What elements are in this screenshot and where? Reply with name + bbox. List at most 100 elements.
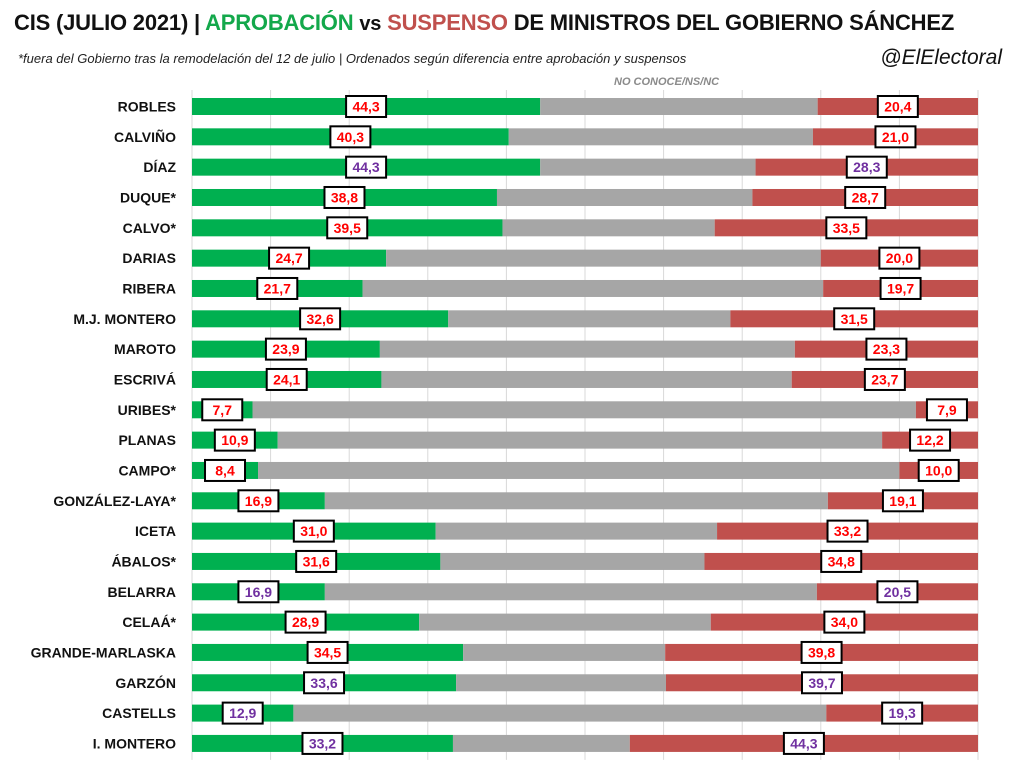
unknown-segment	[540, 158, 756, 176]
title-fail: SUSPENSO	[387, 10, 508, 35]
approval-value-label: 31,0	[300, 523, 327, 539]
approval-value-label-box	[284, 610, 327, 634]
fail-value-label-box	[909, 428, 952, 452]
fail-value-label: 33,2	[834, 523, 861, 539]
fail-value-label: 12,2	[916, 432, 943, 448]
author-handle: @ElElectoral	[880, 46, 1002, 69]
fail-value-label-box	[881, 701, 924, 725]
unknown-segment	[381, 370, 792, 388]
chart-subtitle: *fuera del Gobierno tras la remodelación…	[18, 51, 687, 66]
category-label-grande-marlaska: GRANDE-MARLASKA	[31, 644, 176, 660]
fail-value-label: 20,0	[886, 250, 913, 266]
category-labels: ROBLES CALVIÑO DÍAZ DUQUE* CALVO* DARIAS RIBER…	[31, 99, 177, 752]
approval-value-label-box	[326, 216, 369, 240]
unknown-segment	[258, 461, 900, 479]
approval-value-label-box	[345, 95, 388, 118]
fail-value-label-box	[826, 519, 869, 543]
category-label-garzon: GARZÓN	[115, 674, 176, 691]
fail-value-label-box	[925, 398, 968, 422]
approval-value-label: 44,3	[352, 99, 379, 115]
approval-value-label: 16,9	[245, 493, 272, 509]
unknown-segment	[324, 492, 828, 510]
unknown-segment	[502, 219, 715, 237]
unknown-segment	[508, 128, 813, 146]
approval-value-label: 28,9	[292, 614, 319, 630]
approval-value-label: 10,9	[221, 432, 248, 448]
fail-value-label-box	[876, 580, 919, 604]
approval-value-label-box	[221, 701, 264, 725]
approval-value-label-box	[237, 489, 280, 513]
unknown-segment	[324, 583, 817, 601]
unknown-segment	[293, 704, 827, 722]
fail-value-label-box	[800, 671, 843, 695]
category-label-planas: PLANAS	[118, 432, 176, 448]
fail-value-label-box	[782, 731, 825, 755]
approval-value-label: 38,8	[331, 189, 358, 205]
approval-value-label-box	[204, 458, 247, 482]
category-label-diaz: DÍAZ	[143, 159, 176, 175]
fail-value-label: 10,0	[925, 462, 952, 478]
unknown-segment	[496, 188, 753, 206]
approval-value-label: 16,9	[245, 584, 272, 600]
category-label-escriva: ESCRIVÁ	[114, 371, 176, 387]
fail-value-label: 34,8	[828, 553, 855, 569]
fail-value-label-box	[874, 125, 917, 149]
title-approval: APROBACIÓN	[205, 10, 354, 35]
fail-value-label: 28,3	[853, 159, 880, 175]
approval-value-label-box	[306, 640, 349, 664]
fail-value-label-box	[878, 246, 921, 270]
approval-value-label: 32,6	[306, 311, 333, 327]
fail-value-label: 31,5	[841, 311, 868, 327]
fail-value-label: 19,1	[889, 493, 916, 509]
unknown-segment	[362, 279, 824, 297]
unknown-segment	[452, 734, 630, 752]
fail-value-label-box	[825, 216, 868, 240]
fail-value-label-box	[863, 367, 906, 391]
unknown-segment	[277, 431, 883, 449]
approval-value-label: 23,9	[272, 341, 299, 357]
fail-value-label: 23,3	[873, 341, 900, 357]
unknown-segment	[448, 310, 731, 328]
approval-value-label: 21,7	[264, 280, 291, 296]
category-label-abalos: ÁBALOS*	[111, 553, 176, 569]
category-label-maroto: MAROTO	[114, 341, 176, 357]
fail-value-label-box	[823, 610, 866, 634]
fail-value-label: 39,8	[808, 644, 835, 660]
fail-value-label: 19,3	[889, 705, 916, 721]
category-label-calvino: CALVIÑO	[114, 128, 176, 145]
approval-value-label-box	[264, 337, 307, 361]
approval-value-label: 33,6	[310, 675, 337, 691]
category-label-m-j-montero: M.J. MONTERO	[73, 311, 176, 327]
fail-value-label-box	[844, 185, 887, 209]
category-label-belarra: BELARRA	[108, 584, 176, 600]
approval-value-label-box	[265, 367, 308, 391]
category-label-gonzalez-laya: GONZÁLEZ-LAYA*	[53, 493, 176, 509]
approval-value-label-box	[329, 125, 372, 149]
category-label-duque: DUQUE*	[120, 189, 177, 205]
approval-value-label-box	[268, 246, 311, 270]
unknown-segment	[463, 643, 666, 661]
fail-value-label: 44,3	[790, 735, 817, 751]
title-prefix: CIS (JULIO 2021) |	[14, 10, 200, 35]
fail-value-label: 19,7	[887, 280, 914, 296]
unknown-segment	[540, 98, 818, 115]
title-vs: vs	[359, 13, 382, 35]
fail-value-label-box	[833, 307, 876, 331]
unknown-segment	[435, 522, 718, 540]
approval-value-label: 12,9	[229, 705, 256, 721]
fail-value-label-box	[876, 95, 919, 118]
approval-value-label-box	[323, 185, 366, 209]
approval-value-label: 24,7	[275, 250, 302, 266]
fail-value-label: 33,5	[833, 220, 860, 236]
fail-value-label-box	[800, 640, 843, 664]
category-label-campo: CAMPO*	[118, 462, 176, 478]
approval-value-label-box	[295, 549, 338, 573]
data-labels: 44,3 20,4 40,3 21,0 44,3 28,3 38,8 28,7 39,5 33,5…	[201, 95, 968, 755]
category-label-i-montero: I. MONTERO	[93, 735, 176, 751]
fail-value-label-box	[865, 337, 908, 361]
category-label-castells: CASTELLS	[102, 705, 176, 721]
fail-value-label: 20,4	[884, 99, 911, 115]
category-label-robles: ROBLES	[118, 99, 176, 115]
fail-value-label-box	[879, 276, 922, 300]
